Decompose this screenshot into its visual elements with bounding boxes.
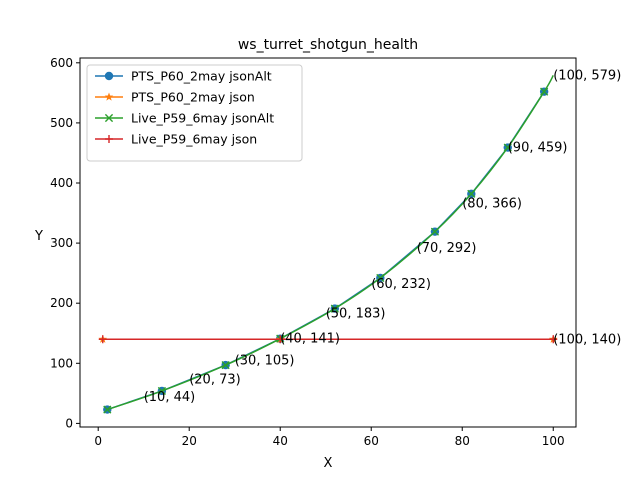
data-point — [330, 304, 339, 313]
point-annotation: (20, 73) — [189, 373, 241, 388]
plot-area-frame — [79, 57, 577, 428]
legend-marker — [104, 71, 114, 81]
data-point — [503, 143, 512, 152]
data-point — [376, 273, 385, 283]
legend-marker — [104, 92, 114, 101]
data-point — [540, 87, 549, 96]
y-axis-label: Y — [34, 229, 43, 244]
data-point — [549, 335, 558, 344]
x-tick-label: 40 — [273, 434, 288, 448]
legend-label: PTS_P60_2may json — [131, 90, 255, 105]
y-tick-label: 300 — [50, 236, 73, 250]
data-point — [467, 189, 476, 198]
legend-item: Live_P59_6may jsonAlt — [95, 111, 274, 126]
legend: PTS_P60_2may jsonAlt PTS_P60_2may json Liv… — [86, 64, 303, 162]
x-tick-label: 80 — [455, 434, 470, 448]
legend-label: Live_P59_6may jsonAlt — [131, 111, 274, 126]
legend-label: PTS_P60_2may jsonAlt — [131, 69, 272, 84]
y-tick-label: 0 — [65, 416, 73, 430]
point-annotation: (50, 183) — [326, 306, 386, 321]
annotations-layer: (10, 44) (20, 73) (30, 105) (40, 141) (50, 1… — [144, 68, 622, 405]
y-tick-label: 600 — [50, 56, 73, 70]
point-annotation: (80, 366) — [462, 196, 522, 211]
data-point — [221, 361, 230, 370]
y-tick-label: 500 — [50, 116, 73, 130]
legend-marker — [104, 113, 114, 123]
point-annotation: (30, 105) — [235, 353, 295, 368]
point-annotation: (60, 232) — [371, 277, 431, 292]
data-point — [157, 386, 167, 396]
legend-item: PTS_P60_2may json — [95, 90, 255, 105]
point-annotation: (100, 140) — [553, 332, 621, 347]
legend-item: Live_P59_6may json — [95, 132, 257, 147]
data-point — [430, 227, 440, 236]
legend-box — [86, 64, 303, 162]
point-annotation: (70, 292) — [417, 241, 477, 256]
x-tick-label: 100 — [542, 434, 565, 448]
legend-label: Live_P59_6may json — [131, 132, 257, 147]
legend-marker — [105, 135, 113, 143]
series-3 — [103, 75, 554, 414]
legend-item: PTS_P60_2may jsonAlt — [95, 69, 272, 84]
data-point — [103, 405, 112, 414]
y-axis: 0 100 200 300 400 500 600 — [50, 56, 80, 430]
data-point — [98, 335, 107, 344]
x-tick-label: 20 — [182, 434, 197, 448]
point-annotation: (90, 459) — [508, 141, 568, 156]
point-annotation: (40, 141) — [280, 332, 340, 347]
y-tick-label: 400 — [50, 176, 73, 190]
point-annotation: (100, 579) — [553, 68, 621, 83]
y-tick-label: 200 — [50, 296, 73, 310]
data-point — [276, 335, 285, 344]
x-axis: 0 20 40 60 80 100 — [94, 427, 565, 448]
chart-title: ws_turret_shotgun_health — [238, 37, 418, 53]
y-tick-label: 100 — [50, 356, 73, 370]
point-annotation: (10, 44) — [144, 390, 196, 405]
x-tick-label: 0 — [94, 434, 102, 448]
x-tick-label: 60 — [364, 434, 379, 448]
series-4 — [98, 335, 558, 344]
series-layer — [98, 75, 558, 414]
x-axis-label: X — [324, 456, 333, 471]
